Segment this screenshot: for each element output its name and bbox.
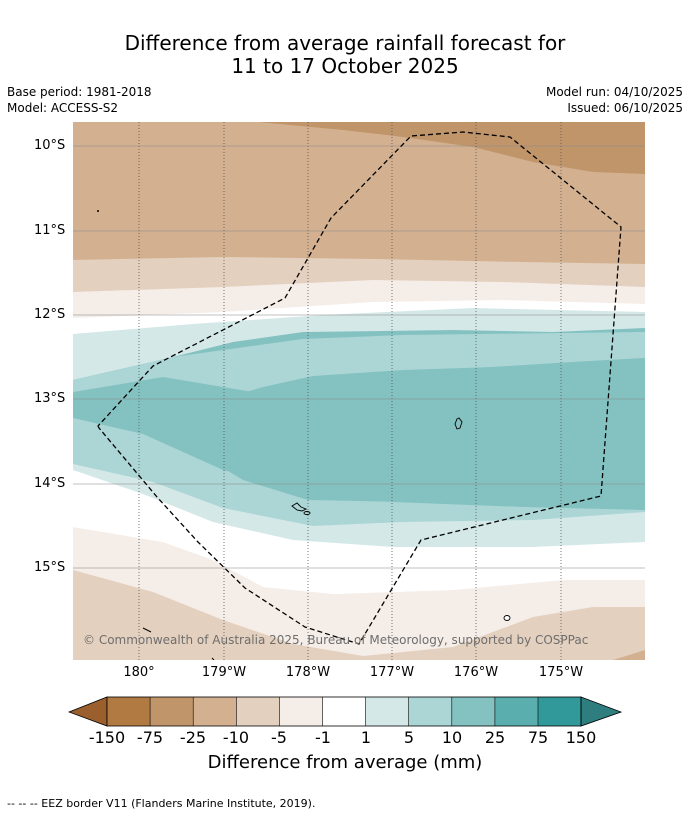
eez-legend-note: -- -- -- EEZ border V11 (Flanders Marine… — [7, 797, 316, 810]
model-run: Model run: 04/10/2025 — [545, 85, 683, 99]
colorbar-cell-minus5 — [279, 697, 323, 726]
colorbar-label-plus1: 1 — [360, 728, 372, 747]
colorbar-label-plus10: 10 — [441, 728, 463, 747]
lon-label-177w: 177°W — [369, 665, 415, 680]
colorbar-frame — [106, 696, 582, 727]
model-name: Model: ACCESS-S2 — [7, 101, 119, 115]
colorbar-cell-minus25 — [193, 697, 237, 726]
colorbar-cell-minus1 — [322, 697, 366, 726]
colorbar-label-minus25: -25 — [179, 728, 207, 747]
graticule — [73, 122, 645, 660]
colorbar-cell-plus5 — [408, 697, 452, 726]
colorbar-label-minus75: -75 — [136, 728, 164, 747]
issued-date: Issued: 06/10/2025 — [567, 101, 683, 115]
colorbar-cell-plus25 — [494, 697, 538, 726]
rainfall-anomaly-map — [73, 122, 645, 660]
colorbar-label-minus1: -1 — [315, 728, 331, 747]
lat-label-12s: 12°S — [34, 307, 66, 322]
island-islet — [303, 511, 311, 515]
island-south — [503, 615, 511, 621]
colorbar-label-plus5: 5 — [403, 728, 415, 747]
lat-label-11s: 11°S — [34, 223, 66, 238]
base-period: Base period: 1981-2018 — [7, 85, 152, 99]
colorbar-extend-low — [68, 696, 108, 727]
colorbar-label-minus5: -5 — [271, 728, 287, 747]
lat-label-15s: 15°S — [34, 560, 66, 575]
colorbar-label-minus10: -10 — [222, 728, 250, 747]
lon-label-175w: 175°W — [538, 665, 584, 680]
map-title-line1: Difference from average rainfall forecas… — [124, 31, 566, 55]
colorbar-label-minus150: -150 — [88, 728, 126, 747]
band-plus10-plus25-core — [197, 358, 645, 510]
lon-label-179w: 179°W — [201, 665, 247, 680]
colorbar-cell-plus75 — [538, 697, 582, 726]
island-east — [454, 417, 463, 430]
island-south-tick — [211, 657, 215, 660]
island-northwest — [97, 210, 99, 212]
colorbar-label-plus150: 150 — [565, 728, 597, 747]
colorbar-title: Difference from average (mm) — [207, 752, 483, 773]
band-minus25-minus10-south — [613, 650, 645, 660]
lon-label-178w: 178°W — [285, 665, 331, 680]
lon-label-180: 180° — [123, 665, 155, 680]
island-wallis — [291, 502, 308, 512]
copyright-notice: © Commonwealth of Australia 2025, Bureau… — [83, 633, 589, 647]
colorbar-cell-minus10 — [236, 697, 280, 726]
island-southwest — [142, 627, 152, 633]
colorbar-label-plus75: 75 — [527, 728, 549, 747]
colorbar-cell-plus1 — [365, 697, 409, 726]
band-minus10-minus5-south — [73, 570, 645, 660]
colorbar — [68, 696, 622, 727]
colorbar-cell-minus150 — [107, 697, 151, 726]
map-title-line2: 11 to 17 October 2025 — [231, 54, 459, 78]
lat-label-10s: 10°S — [34, 138, 66, 153]
lat-label-14s: 14°S — [34, 476, 66, 491]
colorbar-cell-minus75 — [150, 697, 194, 726]
colorbar-cell-plus10 — [451, 697, 495, 726]
lat-label-13s: 13°S — [34, 391, 66, 406]
colorbar-label-plus25: 25 — [484, 728, 506, 747]
band-minus75-minus25-north — [258, 122, 645, 174]
band-plus5-plus10-ring — [73, 332, 645, 392]
eez-border — [97, 131, 622, 645]
lon-label-176w: 176°W — [453, 665, 499, 680]
colorbar-extend-high — [580, 696, 622, 727]
